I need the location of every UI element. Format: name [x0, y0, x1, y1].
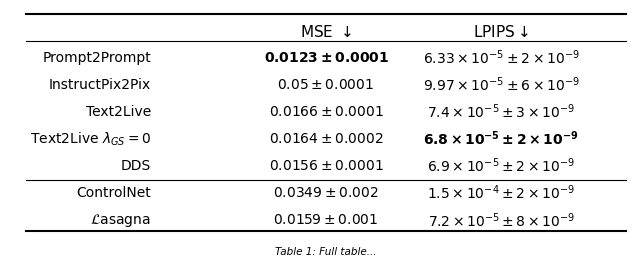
Text: LPIPS$\downarrow$: LPIPS$\downarrow$ — [474, 24, 529, 40]
Text: MSE $\downarrow$: MSE $\downarrow$ — [300, 24, 352, 40]
Text: ControlNet: ControlNet — [76, 186, 151, 200]
Text: $6.33 \times 10^{-5} \pm 2 \times 10^{-9}$: $6.33 \times 10^{-5} \pm 2 \times 10^{-9… — [423, 48, 579, 67]
Text: $6.9 \times 10^{-5} \pm 2 \times 10^{-9}$: $6.9 \times 10^{-5} \pm 2 \times 10^{-9}… — [427, 157, 575, 175]
Text: DDS: DDS — [121, 159, 151, 173]
Text: $\mathbf{0.0123 \pm 0.0001}$: $\mathbf{0.0123 \pm 0.0001}$ — [264, 51, 388, 64]
Text: $0.0156 \pm 0.0001$: $0.0156 \pm 0.0001$ — [269, 159, 383, 173]
Text: $0.0159 \pm 0.001$: $0.0159 \pm 0.001$ — [273, 213, 379, 227]
Text: $0.0349 \pm 0.002$: $0.0349 \pm 0.002$ — [273, 186, 379, 200]
Text: $\mathcal{L}$asagna: $\mathcal{L}$asagna — [90, 212, 151, 229]
Text: $1.5 \times 10^{-4} \pm 2 \times 10^{-9}$: $1.5 \times 10^{-4} \pm 2 \times 10^{-9}… — [427, 184, 575, 203]
Text: $0.0166 \pm 0.0001$: $0.0166 \pm 0.0001$ — [269, 105, 383, 119]
Text: $0.05 \pm 0.0001$: $0.05 \pm 0.0001$ — [278, 78, 375, 92]
Text: Prompt2Prompt: Prompt2Prompt — [42, 51, 151, 64]
Text: Text2Live: Text2Live — [86, 105, 151, 119]
Text: $7.4 \times 10^{-5} \pm 3 \times 10^{-9}$: $7.4 \times 10^{-5} \pm 3 \times 10^{-9}… — [427, 103, 575, 121]
Text: $9.97 \times 10^{-5} \pm 6 \times 10^{-9}$: $9.97 \times 10^{-5} \pm 6 \times 10^{-9… — [423, 75, 579, 94]
Text: InstructPix2Pix: InstructPix2Pix — [49, 78, 151, 92]
Text: $\mathbf{6.8 \times 10^{-5} \pm 2 \times 10^{-9}}$: $\mathbf{6.8 \times 10^{-5} \pm 2 \times… — [423, 130, 579, 148]
Text: Text2Live $\lambda_{GS}=0$: Text2Live $\lambda_{GS}=0$ — [30, 130, 151, 147]
Text: $0.0164 \pm 0.0002$: $0.0164 \pm 0.0002$ — [269, 132, 383, 146]
Text: Table 1: Full table...: Table 1: Full table... — [275, 247, 377, 257]
Text: $7.2 \times 10^{-5} \pm 8 \times 10^{-9}$: $7.2 \times 10^{-5} \pm 8 \times 10^{-9}… — [428, 211, 575, 229]
